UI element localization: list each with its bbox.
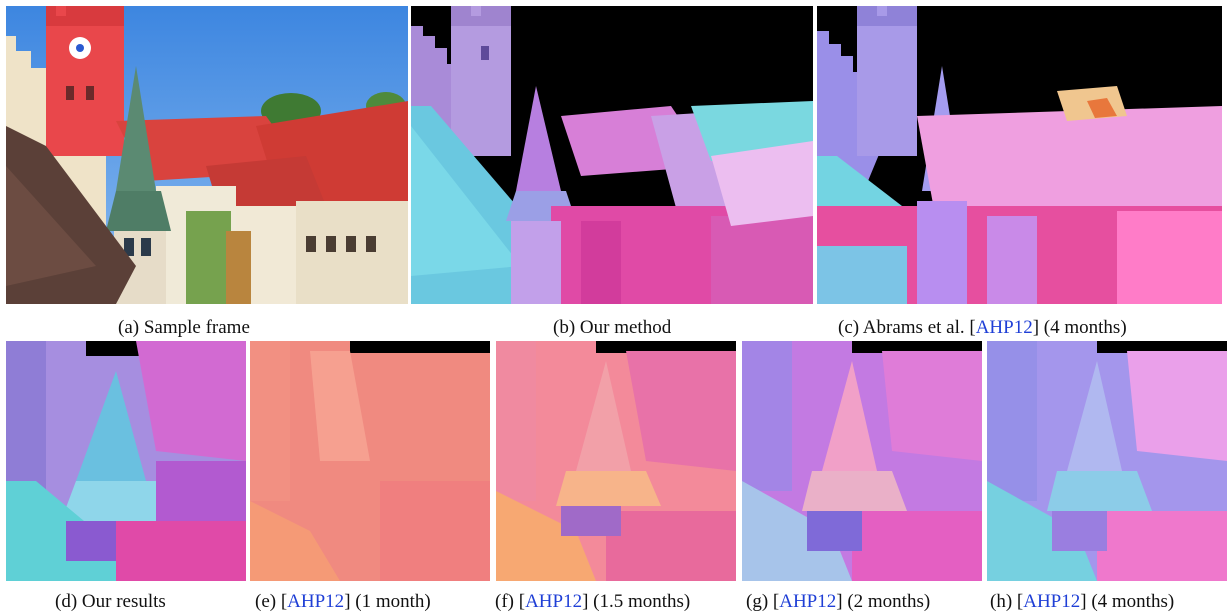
our-method-normal-map <box>411 6 813 304</box>
caption-a: (a) Sample frame <box>118 317 250 338</box>
abrams-4-months-normal-map <box>817 6 1222 304</box>
citation-link[interactable]: AHP12 <box>287 591 345 612</box>
sample-frame-image <box>6 6 408 304</box>
our-results-zoomed <box>6 341 246 581</box>
caption-d: (d) Our results <box>55 591 166 612</box>
ahp12-1-month <box>250 341 490 581</box>
caption-c: (c) Abrams et al. [AHP12] (4 months) <box>838 317 1127 338</box>
citation-link[interactable]: AHP12 <box>975 317 1033 338</box>
caption-b: (b) Our method <box>553 317 672 338</box>
caption-h: (h) [AHP12] (4 months) <box>990 591 1175 612</box>
citation-link[interactable]: AHP12 <box>1023 591 1081 612</box>
ahp12-2-months <box>742 341 982 581</box>
caption-e: (e) [AHP12] (1 month) <box>255 591 431 612</box>
citation-link[interactable]: AHP12 <box>525 591 583 612</box>
citation-link[interactable]: AHP12 <box>779 591 837 612</box>
caption-g: (g) [AHP12] (2 months) <box>746 591 931 612</box>
caption-f: (f) [AHP12] (1.5 months) <box>495 591 691 612</box>
ahp12-4-months <box>987 341 1227 581</box>
ahp12-1-5-months <box>496 341 736 581</box>
